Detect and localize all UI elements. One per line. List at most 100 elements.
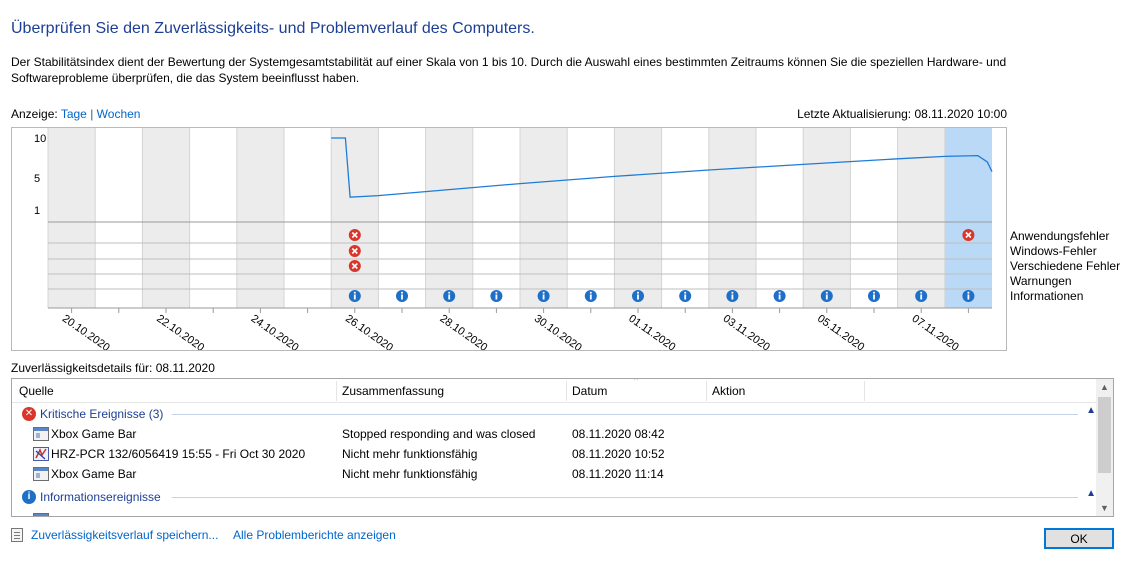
scroll-up-icon[interactable]: ▲ (1100, 382, 1109, 392)
view-weeks-link[interactable]: Wochen (96, 107, 141, 121)
details-list[interactable]: ⌃ Quelle Zusammenfassung Datum Aktion ✕ … (11, 378, 1114, 517)
error-event-mark (351, 262, 358, 270)
details-caption: Zuverlässigkeitsdetails für: 08.11.2020 (11, 361, 215, 375)
y-tick-label: 5 (34, 173, 40, 185)
info-event-dot (873, 291, 875, 294)
column-header-source[interactable]: Quelle (19, 384, 54, 398)
column-separator[interactable] (336, 381, 337, 401)
x-tick-label: 05.11.2020 (815, 313, 866, 350)
column-separator[interactable] (864, 381, 865, 401)
ok-button[interactable]: OK (1044, 528, 1114, 549)
x-tick-label: 24.10.2020 (249, 313, 301, 350)
save-history-link[interactable]: Zuverlässigkeitsverlauf speichern... (11, 528, 218, 542)
y-tick-label: 10 (34, 133, 46, 145)
page-description: Der Stabilitätsindex dient der Bewertung… (11, 55, 1007, 85)
app-window-icon (33, 427, 49, 441)
table-row-partial[interactable] (12, 510, 1098, 516)
x-tick-label: 03.11.2020 (721, 313, 772, 350)
x-tick-label: 28.10.2020 (437, 313, 489, 350)
info-icon: i (22, 490, 36, 504)
view-label: Anzeige: (11, 107, 58, 121)
group-label: Informationsereignisse (40, 490, 161, 504)
info-event-dot (353, 291, 356, 294)
info-event-dot (637, 291, 639, 294)
error-icon: ✕ (22, 407, 36, 421)
info-event-dot (401, 291, 403, 294)
info-event-dot (448, 291, 451, 294)
reliability-chart[interactable]: 10 5 1 20.10.2020 22.10.2020 24.10.2020 26.10.… (11, 127, 1007, 351)
info-event-mark (684, 294, 687, 300)
legend-item: Verschiedene Fehler (1010, 259, 1121, 273)
page-title: Überprüfen Sie den Zuverlässigkeits- und… (11, 20, 535, 37)
report-icon (33, 447, 49, 461)
error-event-mark (965, 231, 972, 239)
group-divider (172, 414, 1078, 415)
app-window-icon (33, 513, 49, 516)
column-separator[interactable] (706, 381, 707, 401)
x-tick-label: 26.10.2020 (343, 313, 395, 350)
column-header-action[interactable]: Aktion (712, 384, 746, 398)
reliability-chart-svg: 10 5 1 20.10.2020 22.10.2020 24.10.2020 26.10.… (34, 128, 993, 350)
row-source: Xbox Game Bar (51, 427, 137, 441)
row-date: 08.11.2020 11:14 (572, 467, 664, 481)
scroll-thumb[interactable] (1098, 397, 1111, 473)
row-summary: Stopped responding and was closed (342, 427, 536, 441)
row-date: 08.11.2020 08:42 (572, 427, 665, 441)
info-event-dot (967, 291, 970, 294)
stability-index-line (331, 137, 993, 198)
day-column-shade (331, 128, 379, 308)
view-selector: Anzeige: Tage | Wochen (11, 107, 140, 121)
row-date: 08.11.2020 10:52 (572, 447, 665, 461)
day-column-shade (520, 128, 568, 308)
table-row[interactable]: HRZ-PCR 132/6056419 15:55 - Fri Oct 30 2… (12, 444, 1098, 464)
group-information-events[interactable]: i Informationsereignisse ▲ (12, 488, 1098, 506)
document-icon (11, 528, 23, 542)
column-header-row: ⌃ Quelle Zusammenfassung Datum Aktion (12, 379, 1098, 403)
info-event-mark (542, 294, 545, 300)
group-critical-events[interactable]: ✕ Kritische Ereignisse (3) ▲ (12, 405, 1098, 423)
selected-day-column (944, 128, 992, 308)
all-reports-link[interactable]: Alle Problemberichte anzeigen (233, 528, 396, 542)
column-separator[interactable] (566, 381, 567, 401)
info-event-mark (967, 294, 970, 300)
collapse-chevron-icon[interactable]: ▲ (1086, 488, 1096, 499)
save-history-link-label[interactable]: Zuverlässigkeitsverlauf speichern... (31, 528, 219, 542)
table-row[interactable]: Xbox Game Bar Nicht mehr funktionsfähig … (12, 464, 1098, 484)
column-header-date[interactable]: Datum (572, 384, 608, 398)
info-event-mark (731, 294, 734, 300)
info-event-dot (495, 291, 498, 294)
day-column-shade (425, 128, 473, 308)
info-event-mark (495, 294, 498, 300)
chart-legend: Anwendungsfehler Windows-Fehler Verschiede… (1010, 229, 1120, 304)
info-event-mark (825, 294, 828, 300)
vertical-scrollbar[interactable]: ▲ ▼ (1096, 379, 1113, 516)
day-column-shade (48, 128, 96, 308)
info-event-mark (589, 294, 592, 300)
collapse-chevron-icon[interactable]: ▲ (1086, 405, 1096, 416)
info-event-dot (825, 291, 828, 294)
x-tick-label: 22.10.2020 (154, 313, 206, 350)
info-event-mark (401, 294, 403, 300)
legend-item: Informationen (1010, 289, 1084, 303)
x-tick-label: 01.11.2020 (626, 313, 677, 350)
info-event-mark (778, 294, 781, 300)
scroll-down-icon[interactable]: ▼ (1100, 503, 1109, 513)
table-row[interactable]: Xbox Game Bar Stopped responding and was… (12, 424, 1098, 444)
view-days-link[interactable]: Tage (60, 107, 87, 121)
error-event-mark (351, 231, 358, 239)
info-event-dot (778, 291, 781, 294)
group-divider (172, 497, 1078, 498)
legend-item: Anwendungsfehler (1010, 229, 1110, 243)
column-header-summary[interactable]: Zusammenfassung (342, 384, 445, 398)
day-column-shade (236, 128, 284, 308)
view-separator: | (90, 107, 94, 121)
group-label: Kritische Ereignisse (3) (40, 407, 164, 421)
info-event-dot (920, 291, 923, 294)
sort-caret-icon: ⌃ (632, 378, 640, 386)
info-event-mark (637, 294, 639, 300)
row-summary: Nicht mehr funktionsfähig (342, 447, 478, 461)
row-source: Xbox Game Bar (51, 467, 137, 481)
info-event-mark (448, 294, 451, 300)
day-column-shade (614, 128, 662, 308)
info-event-dot (542, 291, 545, 294)
